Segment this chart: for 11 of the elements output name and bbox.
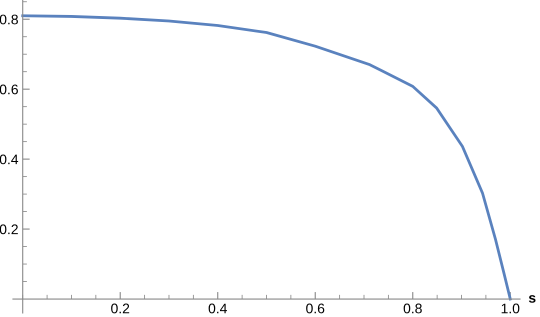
x-axis-title: s — [528, 295, 536, 303]
line-series — [21, 14, 512, 300]
y-tick-label: 0.8 — [0, 14, 18, 24]
x-tick-label: 0.4 — [208, 304, 227, 314]
y-tick-label: 0.2 — [0, 224, 18, 234]
y-tick-label: 0.6 — [0, 84, 18, 94]
y-tick-label: 0.4 — [0, 154, 18, 164]
x-tick-label: 0.8 — [404, 304, 422, 314]
x-tick-label: 0.2 — [111, 304, 130, 314]
x-tick-label: 1.0 — [502, 304, 520, 314]
x-tick-label: 0.6 — [306, 304, 324, 314]
